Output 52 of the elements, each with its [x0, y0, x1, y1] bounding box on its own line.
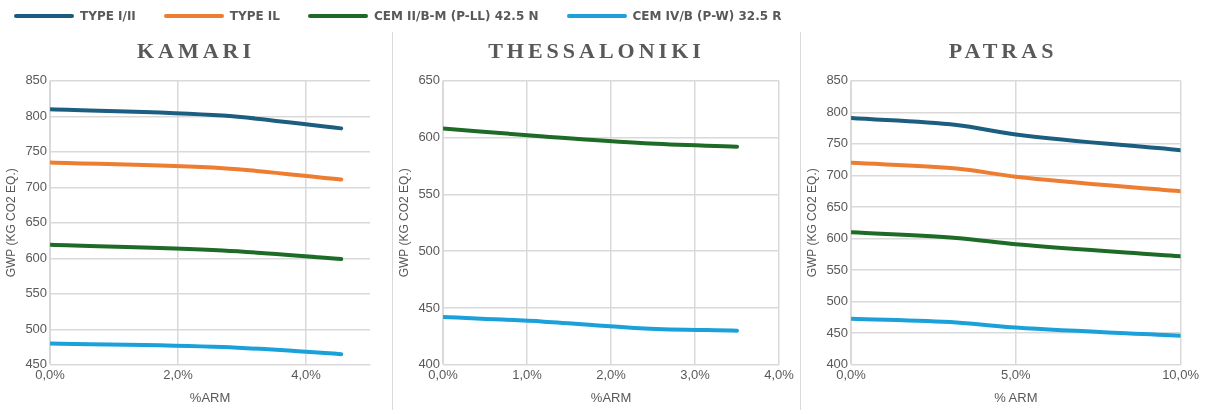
- y-tick-label: 600: [826, 230, 849, 246]
- legend-label: CEM IV/B (P-W) 32.5 R: [632, 9, 782, 23]
- x-tick-label: 10,0%: [1162, 367, 1200, 383]
- y-tick-label: 850: [826, 72, 849, 88]
- y-tick-label: 750: [826, 135, 849, 151]
- legend-label: TYPE IL: [229, 9, 280, 23]
- x-tick-label: 5,0%: [1001, 367, 1032, 383]
- y-tick-label: 550: [25, 285, 48, 301]
- x-tick-label: 4,0%: [291, 367, 322, 383]
- y-tick-label: 600: [418, 129, 441, 145]
- x-tick-label: 4,0%: [764, 367, 795, 383]
- line-series: [851, 160, 1181, 194]
- chart-title: KAMARI: [135, 37, 257, 65]
- y-tick-label: 750: [25, 143, 48, 159]
- y-tick-label: 650: [418, 72, 441, 88]
- y-tick-label: 850: [25, 72, 48, 88]
- y-tick-label: 500: [826, 293, 849, 309]
- x-axis-title: %ARM: [189, 389, 231, 405]
- y-tick-label: 550: [826, 261, 849, 277]
- y-axis-title: GWP (KG CO2 EQ.): [396, 168, 411, 278]
- y-tick-label: 500: [418, 242, 441, 258]
- y-tick-label: 700: [826, 167, 849, 183]
- y-axis-title: GWP (KG CO2 EQ.): [3, 168, 18, 278]
- y-tick-label: 550: [418, 185, 441, 201]
- x-tick-label: 3,0%: [680, 367, 711, 383]
- x-tick-label: 0,0%: [35, 367, 66, 383]
- legend-label: TYPE I/II: [80, 9, 136, 23]
- y-tick-label: 450: [826, 324, 849, 340]
- x-tick-label: 0,0%: [836, 367, 867, 383]
- line-series: [443, 126, 740, 149]
- chart-title: THESSALONIKI: [487, 37, 706, 65]
- y-tick-label: 650: [25, 214, 48, 230]
- x-tick-label: 1,0%: [512, 367, 543, 383]
- y-tick-label: 800: [25, 107, 48, 123]
- line-series: [851, 230, 1181, 259]
- y-tick-label: 700: [25, 178, 48, 194]
- line-series: [443, 315, 740, 333]
- y-tick-label: 800: [826, 103, 849, 119]
- x-axis-title: % ARM: [994, 389, 1038, 405]
- y-tick-label: 650: [826, 198, 849, 214]
- y-tick-label: 600: [25, 249, 48, 265]
- y-tick-label: 450: [418, 299, 441, 315]
- x-tick-label: 2,0%: [163, 367, 194, 383]
- line-series: [851, 116, 1181, 153]
- legend-label: CEM II/B-M (P-LL) 42.5 N: [373, 9, 539, 23]
- x-axis-title: %ARM: [590, 389, 632, 405]
- chart-title: PATRAS: [947, 37, 1059, 65]
- x-tick-label: 2,0%: [596, 367, 627, 383]
- y-tick-label: 500: [25, 320, 48, 336]
- y-axis-title: GWP (KG CO2 EQ.): [804, 168, 819, 278]
- x-tick-label: 0,0%: [428, 367, 459, 383]
- line-series: [851, 316, 1181, 338]
